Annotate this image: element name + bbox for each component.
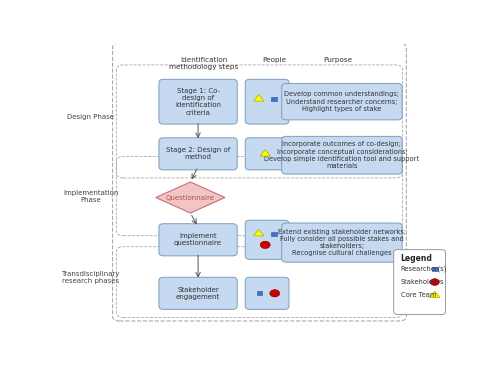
FancyBboxPatch shape [159,138,237,170]
Polygon shape [156,182,225,213]
Text: Researcher(s): Researcher(s) [400,266,447,272]
Circle shape [430,279,440,285]
FancyBboxPatch shape [394,250,446,314]
Text: Extend existing stakeholder networks;
Fully consider all possible stakes and
sta: Extend existing stakeholder networks; Fu… [278,229,406,257]
FancyBboxPatch shape [245,220,289,259]
Text: Implementation
Phase: Implementation Phase [63,190,118,203]
Text: People: People [263,57,287,63]
Polygon shape [253,229,264,236]
Text: Incorporate outcomes of co-design;
Incorporate conceptual considerations;
Develo: Incorporate outcomes of co-design; Incor… [264,141,419,169]
Circle shape [260,241,270,249]
FancyBboxPatch shape [432,267,438,271]
FancyBboxPatch shape [271,97,277,101]
FancyBboxPatch shape [245,277,289,309]
FancyBboxPatch shape [282,83,402,120]
Text: Questionnaire: Questionnaire [166,194,215,201]
FancyBboxPatch shape [282,137,402,174]
Polygon shape [253,95,264,101]
Text: Develop common understandings;
Understand researcher concerns;
Highlight types o: Develop common understandings; Understan… [285,92,399,112]
Text: Implement
questionnaire: Implement questionnaire [174,233,222,246]
FancyBboxPatch shape [159,277,237,309]
Text: Purpose: Purpose [324,57,352,63]
Text: Design Phase: Design Phase [67,114,114,120]
Text: Transdisciplinary
research phases: Transdisciplinary research phases [61,271,120,284]
Text: Stakeholder
engagement: Stakeholder engagement [176,287,220,300]
Text: Stakeholders: Stakeholders [400,279,444,285]
FancyBboxPatch shape [271,232,277,236]
FancyBboxPatch shape [257,291,262,295]
Text: Identification
methodology steps: Identification methodology steps [169,57,239,70]
Polygon shape [260,150,270,156]
Text: Stage 2: Design of
method: Stage 2: Design of method [166,147,230,160]
FancyBboxPatch shape [245,138,289,170]
FancyBboxPatch shape [159,224,237,256]
Text: Legend: Legend [400,254,433,263]
Circle shape [270,290,280,297]
FancyBboxPatch shape [282,223,402,262]
Text: Core Team: Core Team [400,292,436,298]
FancyBboxPatch shape [245,79,289,124]
Text: Stage 1: Co-
design of
identification
criteria: Stage 1: Co- design of identification cr… [175,88,221,116]
FancyBboxPatch shape [159,79,237,124]
Polygon shape [430,291,440,298]
